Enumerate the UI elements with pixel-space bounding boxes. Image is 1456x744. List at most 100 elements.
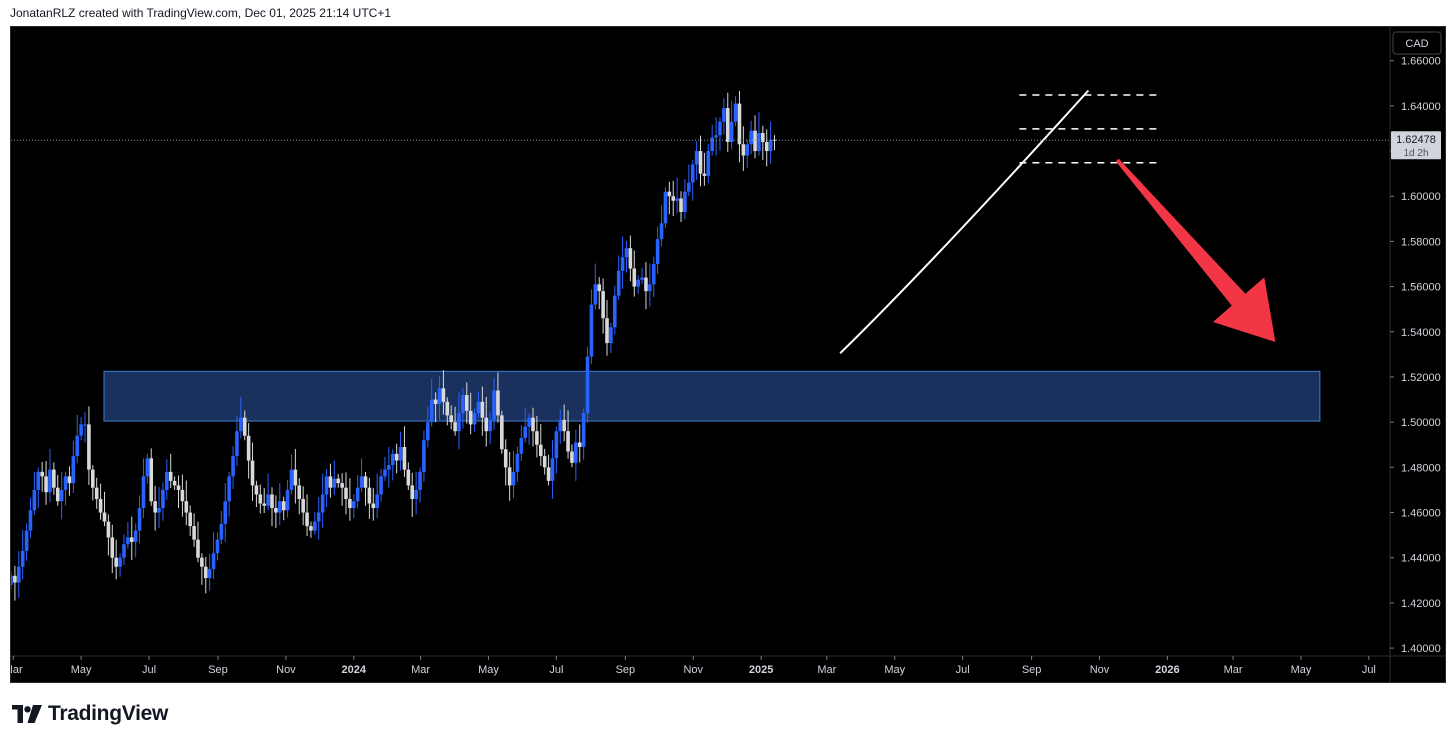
- candle-body[interactable]: [675, 198, 679, 201]
- candle-body[interactable]: [110, 537, 115, 558]
- candle-body[interactable]: [168, 471, 173, 481]
- candle-body[interactable]: [710, 137, 714, 152]
- candle[interactable]: [718, 117, 722, 151]
- candle[interactable]: [324, 469, 329, 508]
- candle[interactable]: [102, 491, 107, 527]
- candle-body[interactable]: [277, 501, 282, 513]
- candle-body[interactable]: [281, 501, 286, 511]
- candle-body[interactable]: [285, 489, 290, 511]
- candle[interactable]: [289, 454, 294, 495]
- candle-body[interactable]: [390, 453, 395, 466]
- candle-body[interactable]: [118, 557, 122, 567]
- candle[interactable]: [180, 474, 185, 517]
- candle[interactable]: [137, 495, 142, 544]
- candle[interactable]: [671, 180, 676, 217]
- currency-button-frame[interactable]: [1392, 31, 1442, 55]
- candle[interactable]: [122, 534, 126, 565]
- candle[interactable]: [410, 472, 415, 518]
- candle-body[interactable]: [383, 469, 387, 477]
- candle-body[interactable]: [694, 151, 699, 165]
- candle[interactable]: [348, 478, 352, 521]
- candle-body[interactable]: [94, 487, 99, 499]
- candle-body[interactable]: [612, 295, 617, 328]
- candle[interactable]: [488, 412, 492, 444]
- candle-body[interactable]: [406, 469, 411, 486]
- candle[interactable]: [176, 475, 181, 509]
- candle-body[interactable]: [176, 485, 181, 490]
- candle-body[interactable]: [129, 537, 134, 542]
- candle-body[interactable]: [437, 388, 442, 405]
- candle[interactable]: [219, 511, 224, 545]
- candle[interactable]: [55, 475, 60, 506]
- candle-body[interactable]: [764, 142, 769, 152]
- candle-body[interactable]: [445, 401, 450, 416]
- candle[interactable]: [309, 521, 313, 538]
- candle[interactable]: [609, 322, 613, 354]
- candle[interactable]: [328, 463, 333, 498]
- candle-body[interactable]: [441, 388, 446, 402]
- candle[interactable]: [390, 449, 395, 481]
- candle-body[interactable]: [141, 476, 146, 509]
- candle[interactable]: [492, 377, 496, 430]
- candle-body[interactable]: [527, 417, 531, 427]
- candle[interactable]: [612, 285, 617, 335]
- candle[interactable]: [71, 440, 76, 494]
- candle-body[interactable]: [355, 487, 360, 502]
- candle[interactable]: [414, 471, 418, 515]
- candle-body[interactable]: [659, 223, 664, 240]
- candle[interactable]: [694, 141, 699, 180]
- candle[interactable]: [554, 426, 559, 474]
- candle[interactable]: [246, 423, 251, 479]
- candle[interactable]: [729, 100, 734, 150]
- candle[interactable]: [192, 513, 196, 547]
- candle[interactable]: [52, 462, 56, 495]
- candle-body[interactable]: [188, 512, 192, 527]
- candle[interactable]: [648, 263, 652, 307]
- candle-body[interactable]: [663, 191, 668, 224]
- candle-body[interactable]: [722, 108, 726, 122]
- candle[interactable]: [531, 407, 535, 447]
- candle-body[interactable]: [200, 557, 204, 567]
- candle[interactable]: [737, 90, 742, 163]
- candle-body[interactable]: [757, 132, 761, 152]
- candle-body[interactable]: [207, 569, 212, 579]
- candle-body[interactable]: [476, 401, 481, 414]
- candle-body[interactable]: [488, 419, 492, 432]
- candle[interactable]: [281, 496, 286, 521]
- candle[interactable]: [274, 495, 278, 528]
- candle[interactable]: [457, 392, 461, 450]
- candle-body[interactable]: [714, 135, 718, 138]
- candle-body[interactable]: [180, 489, 185, 502]
- candle-body[interactable]: [250, 460, 255, 486]
- candle[interactable]: [527, 413, 531, 445]
- bearish-arrow[interactable]: [1115, 158, 1276, 342]
- candle[interactable]: [433, 392, 438, 423]
- candle-body[interactable]: [71, 456, 76, 484]
- candle[interactable]: [79, 417, 83, 441]
- candle[interactable]: [44, 461, 48, 505]
- candle[interactable]: [476, 391, 481, 418]
- candle-body[interactable]: [749, 130, 753, 145]
- candle-body[interactable]: [211, 553, 216, 570]
- candle-body[interactable]: [297, 485, 302, 499]
- candle[interactable]: [702, 152, 707, 186]
- candle[interactable]: [215, 532, 220, 561]
- candle[interactable]: [764, 129, 769, 167]
- candle[interactable]: [449, 405, 453, 430]
- candle[interactable]: [165, 459, 169, 500]
- candle[interactable]: [20, 530, 25, 580]
- candle-body[interactable]: [511, 471, 516, 486]
- price-chart[interactable]: 1.660001.640001.620001.600001.580001.560…: [11, 27, 1445, 682]
- candle-body[interactable]: [433, 399, 438, 405]
- candle[interactable]: [91, 465, 95, 501]
- candle-body[interactable]: [192, 526, 196, 540]
- candle[interactable]: [235, 415, 239, 466]
- candle-body[interactable]: [554, 431, 559, 459]
- candle-body[interactable]: [379, 476, 383, 495]
- candle[interactable]: [418, 467, 422, 503]
- currency-button[interactable]: CAD: [1392, 31, 1442, 55]
- candle[interactable]: [472, 408, 477, 432]
- candle-body[interactable]: [145, 458, 150, 477]
- candle-body[interactable]: [414, 489, 418, 499]
- candle[interactable]: [227, 471, 231, 517]
